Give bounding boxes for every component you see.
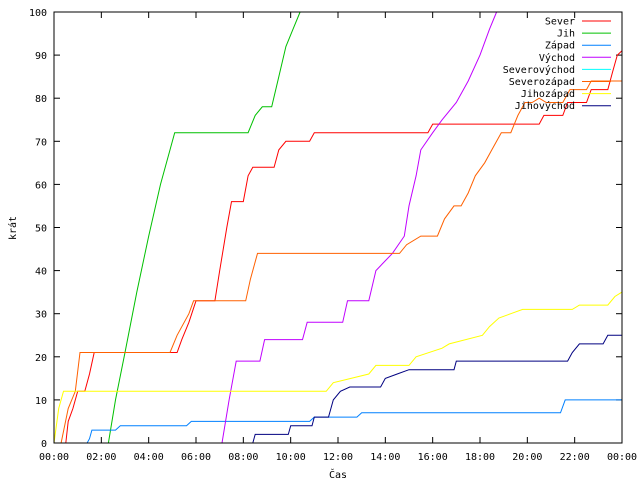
plot-area — [54, 12, 622, 443]
x-tick-label: 16:00 — [418, 452, 448, 463]
y-axis-label: krát — [7, 216, 19, 240]
legend-label: Západ — [545, 40, 575, 52]
legend: SeverJihZápadVýchodSeverovýchodSeverozáp… — [503, 17, 611, 112]
series-line-8 — [252, 334, 622, 444]
series-line-7 — [53, 291, 623, 444]
y-tick-label: 60 — [35, 180, 47, 191]
series-line-3 — [86, 399, 622, 444]
series-line-2 — [107, 11, 301, 444]
x-tick-label: 02:00 — [86, 452, 116, 463]
x-tick-label: 10:00 — [276, 452, 306, 463]
y-tick-label: 40 — [35, 267, 47, 278]
plot-border — [53, 11, 623, 444]
legend-label: Jihovýchod — [515, 100, 575, 112]
y-tick-label: 30 — [35, 310, 47, 321]
x-tick-label: 12:00 — [323, 452, 353, 463]
x-tick-label: 04:00 — [134, 452, 164, 463]
x-tick-label: 18:00 — [465, 452, 495, 463]
y-tick-label: 20 — [35, 353, 47, 364]
x-tick-label: 20:00 — [512, 452, 542, 463]
legend-label: Severovýchod — [503, 64, 575, 76]
x-tick-label: 00:00 — [39, 452, 69, 463]
legend-label: Severozápad — [509, 76, 575, 88]
x-tick-label: 08:00 — [228, 452, 258, 463]
x-tick-label: 14:00 — [370, 452, 400, 463]
x-tick-label: 22:00 — [560, 452, 590, 463]
y-tick-label: 10 — [35, 396, 47, 407]
y-tick-label: 50 — [35, 224, 47, 235]
y-tick-label: 90 — [35, 51, 47, 62]
x-tick-label: 00:00 — [607, 452, 637, 463]
axis-ticks: 00:00 02:00 04:00 06:00 08:00 10:00 12:00 14:00… — [29, 8, 637, 463]
y-tick-label: 100 — [29, 8, 47, 19]
x-tick-label: 06:00 — [181, 452, 211, 463]
x-axis-label: Čas — [329, 468, 347, 480]
legend-label: Sever — [545, 17, 575, 28]
y-tick-label: 70 — [35, 137, 47, 148]
series-line-1 — [65, 50, 623, 444]
legend-label: Jih — [557, 29, 575, 40]
legend-label: Jihozápad — [521, 88, 575, 100]
legend-label: Východ — [539, 52, 575, 64]
y-tick-label: 0 — [41, 439, 47, 450]
series-line-6 — [60, 80, 622, 444]
y-tick-label: 80 — [35, 94, 47, 105]
series-lines — [53, 11, 623, 444]
